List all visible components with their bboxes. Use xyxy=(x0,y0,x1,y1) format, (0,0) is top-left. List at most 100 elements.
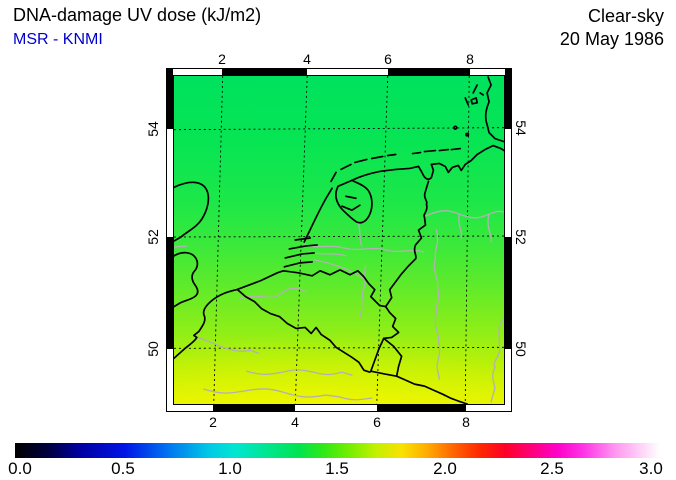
lon-tick-label-bottom: 8 xyxy=(462,414,470,430)
border-fr-de xyxy=(395,375,469,404)
coastline-france-belgium xyxy=(174,269,285,360)
ijsselmeer-polder-line xyxy=(345,195,357,200)
lon-tick-label-bottom: 4 xyxy=(291,414,299,430)
coastline-holland xyxy=(303,187,333,243)
river-seine-tributaries xyxy=(203,388,373,401)
zebra-border-segment xyxy=(222,69,307,75)
border-be-nl xyxy=(311,268,387,308)
coastline-east-anglia xyxy=(174,181,210,242)
border-nl-de xyxy=(384,180,430,308)
border-be-de xyxy=(382,305,400,340)
river-meuse xyxy=(359,265,367,319)
wadden-island-terschelling xyxy=(354,158,368,164)
island-norderney xyxy=(423,149,437,153)
island-borkum xyxy=(411,151,422,155)
condition-label: Clear-sky xyxy=(587,6,664,26)
island-dot xyxy=(465,132,470,137)
colorbar-tick-label: 0.5 xyxy=(111,459,135,478)
date-label: 20 May 1986 xyxy=(559,29,664,49)
wadden-island-texel xyxy=(330,171,337,183)
source-label: MSR - KNMI xyxy=(13,31,103,48)
page-title: DNA-damage UV dose (kJ/m2) xyxy=(13,5,262,25)
island-small xyxy=(479,92,484,96)
delta-island-schouwen xyxy=(284,252,315,259)
border-be-fr xyxy=(236,288,371,374)
island-sylt xyxy=(472,84,479,94)
german-state-border-north xyxy=(424,210,504,219)
coastline-schleswig xyxy=(484,76,504,143)
ems-estuary xyxy=(417,163,435,181)
river-ijssel xyxy=(357,221,363,247)
zebra-border-segment xyxy=(167,69,173,129)
river-scheldt xyxy=(239,287,307,300)
colorbar-tick-label: 1.5 xyxy=(325,459,349,478)
wadden-island-ameland xyxy=(370,155,384,160)
island-langeoog xyxy=(438,148,450,152)
wadden-island-vlieland xyxy=(340,163,352,171)
ijsselmeer-outline xyxy=(335,179,373,224)
coastline-westerschelde xyxy=(282,269,314,277)
delta-island-walcheren xyxy=(283,261,314,268)
lat-tick-label-left: 54 xyxy=(145,121,161,137)
parallel-50n xyxy=(174,346,504,349)
german-state-border-fragment xyxy=(458,213,463,239)
colorbar-tick-label: 0.0 xyxy=(8,459,32,478)
meridian-2e xyxy=(213,76,224,404)
lat-tick-label-left: 50 xyxy=(145,341,161,357)
coastlines xyxy=(174,76,504,360)
colorbar-tick-label: 2.5 xyxy=(540,459,564,478)
island-amrum xyxy=(464,97,470,106)
river-rhine xyxy=(303,244,425,253)
colorbar-tick-label: 2.0 xyxy=(433,459,457,478)
coastline-kent xyxy=(174,251,199,308)
island-foehr xyxy=(470,97,479,105)
river-somme xyxy=(197,336,260,354)
condition-date-block: Clear-sky 20 May 1986 xyxy=(560,5,664,51)
zebra-border-segment xyxy=(505,237,511,349)
map-frame xyxy=(166,68,512,412)
country-borders xyxy=(236,180,469,404)
zebra-border-segment xyxy=(213,405,295,411)
meridian-8e xyxy=(464,76,470,404)
river-rhine-south xyxy=(490,316,504,403)
colorbar-tick-label: 1.0 xyxy=(218,459,242,478)
meridian-6e xyxy=(376,76,389,404)
german-state-border-vertical xyxy=(433,229,441,380)
colorbar xyxy=(15,443,660,458)
lon-tick-label-top: 8 xyxy=(466,51,474,67)
lon-tick-label-top: 4 xyxy=(303,51,311,67)
coastline-german-bight xyxy=(430,144,504,174)
wadden-island-schiermonnikoog xyxy=(386,153,397,157)
parallel-52n xyxy=(174,235,504,238)
map-canvas xyxy=(173,75,505,405)
island-helgoland xyxy=(453,125,458,130)
colorbar-tick-label: 3.0 xyxy=(639,459,663,478)
lon-tick-label-bottom: 2 xyxy=(209,414,217,430)
river-maas xyxy=(313,259,365,280)
reservoir-mark xyxy=(455,266,462,269)
map-overlay-svg xyxy=(174,76,504,404)
zebra-border-segment xyxy=(388,69,470,75)
afsluitdijk xyxy=(337,179,353,188)
lon-tick-label-bottom: 6 xyxy=(373,414,381,430)
coastline-friesland-groningen xyxy=(351,165,420,182)
lat-tick-label-right: 52 xyxy=(513,229,529,245)
lat-tick-label-right: 54 xyxy=(513,120,529,136)
island-wangerooge xyxy=(450,147,462,151)
german-state-border-fragment xyxy=(487,213,493,243)
delta-island-voorne xyxy=(294,237,312,241)
river-thames xyxy=(174,245,188,248)
border-luxembourg xyxy=(369,337,403,378)
delta-island-goeree xyxy=(288,244,318,250)
zebra-border-segment xyxy=(167,237,173,349)
zebra-border-segment xyxy=(377,405,466,411)
lat-tick-label-left: 52 xyxy=(145,229,161,245)
graticule xyxy=(174,76,504,404)
zebra-border-segment xyxy=(505,69,511,129)
lon-tick-label-top: 6 xyxy=(384,51,392,67)
parallel-54n xyxy=(174,127,504,131)
lon-tick-label-top: 2 xyxy=(218,51,226,67)
rivers-admin-borders xyxy=(174,210,504,403)
lat-tick-label-right: 50 xyxy=(513,341,529,357)
